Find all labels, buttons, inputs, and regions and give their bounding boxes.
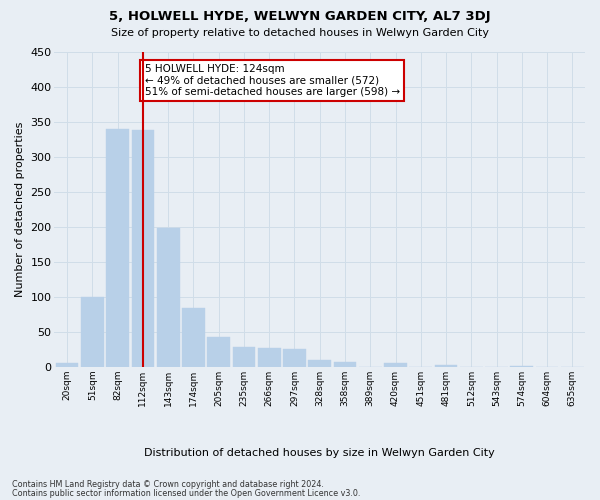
Y-axis label: Number of detached properties: Number of detached properties bbox=[15, 122, 25, 297]
Bar bbox=[182, 308, 205, 366]
Text: Size of property relative to detached houses in Welwyn Garden City: Size of property relative to detached ho… bbox=[111, 28, 489, 38]
Text: 5 HOLWELL HYDE: 124sqm
← 49% of detached houses are smaller (572)
51% of semi-de: 5 HOLWELL HYDE: 124sqm ← 49% of detached… bbox=[145, 64, 400, 98]
Text: Contains public sector information licensed under the Open Government Licence v3: Contains public sector information licen… bbox=[12, 489, 361, 498]
Text: 5, HOLWELL HYDE, WELWYN GARDEN CITY, AL7 3DJ: 5, HOLWELL HYDE, WELWYN GARDEN CITY, AL7… bbox=[109, 10, 491, 23]
X-axis label: Distribution of detached houses by size in Welwyn Garden City: Distribution of detached houses by size … bbox=[145, 448, 495, 458]
Text: Contains HM Land Registry data © Crown copyright and database right 2024.: Contains HM Land Registry data © Crown c… bbox=[12, 480, 324, 489]
Bar bbox=[384, 363, 407, 366]
Bar bbox=[131, 130, 154, 366]
Bar bbox=[208, 338, 230, 366]
Bar bbox=[308, 360, 331, 366]
Bar bbox=[157, 228, 179, 366]
Bar bbox=[283, 349, 306, 366]
Bar bbox=[258, 348, 281, 366]
Bar bbox=[233, 347, 256, 366]
Bar bbox=[334, 362, 356, 366]
Bar bbox=[81, 296, 104, 366]
Bar bbox=[106, 128, 129, 366]
Bar bbox=[56, 363, 79, 366]
